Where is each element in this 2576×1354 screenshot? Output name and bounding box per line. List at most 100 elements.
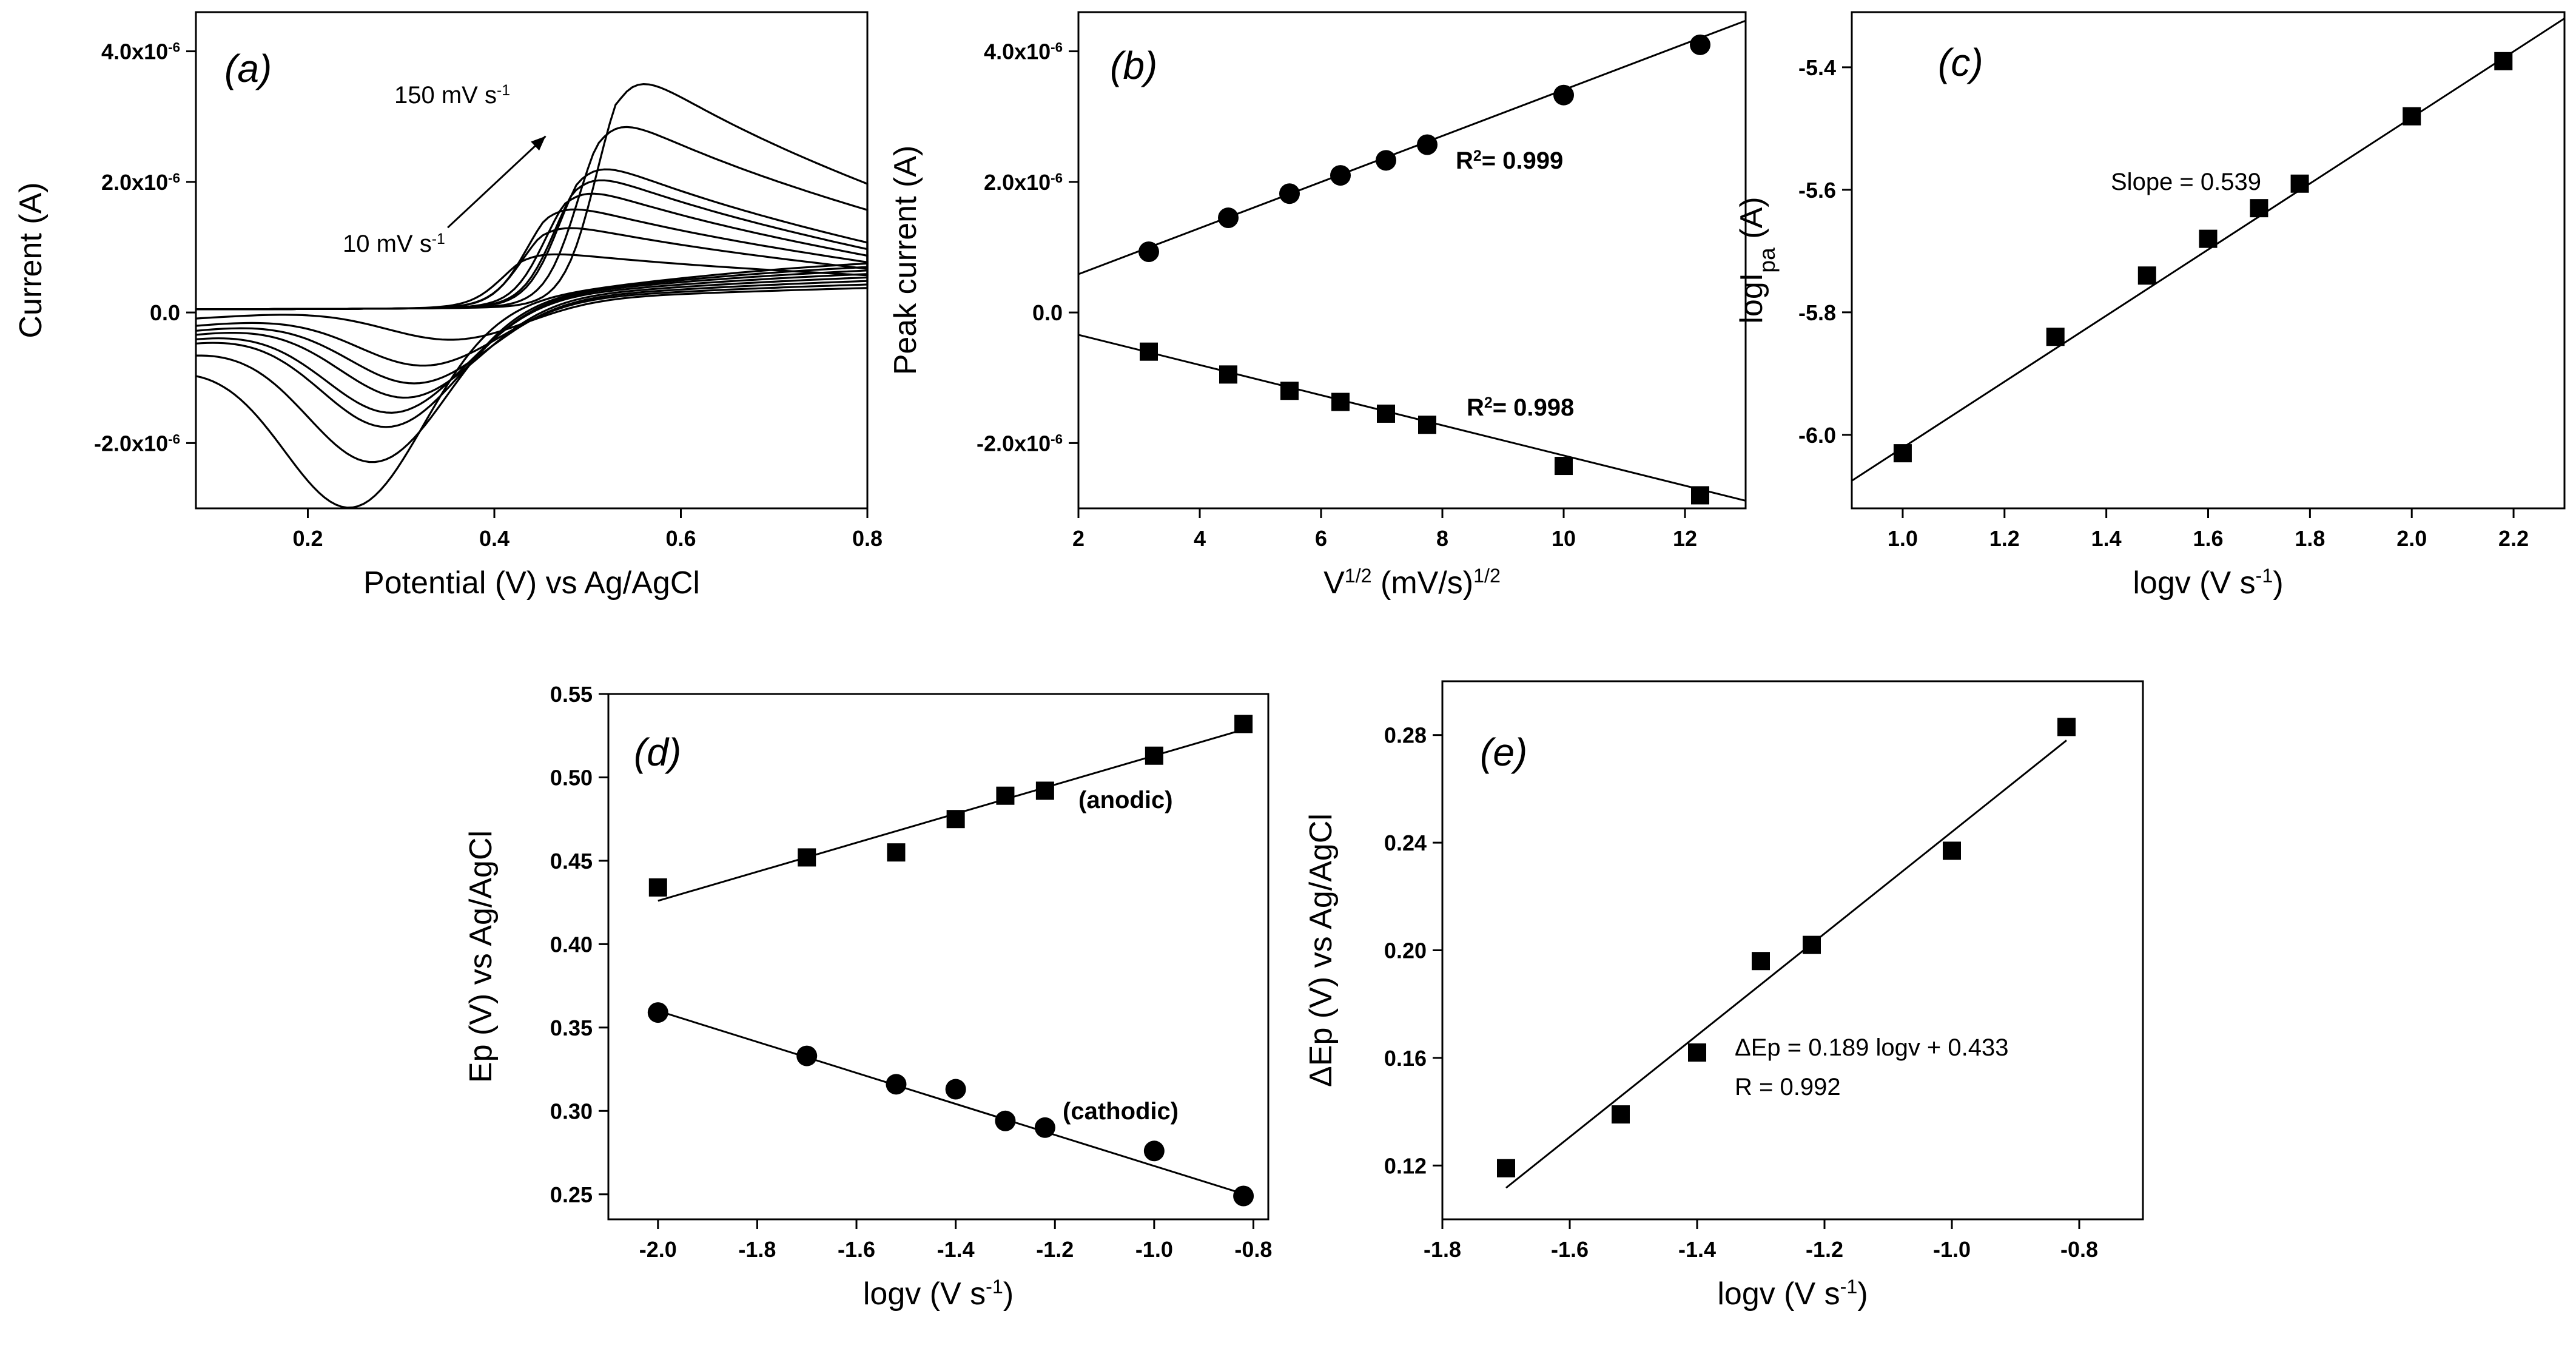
y-tick-label: -5.8 (1798, 300, 1836, 325)
fit-line (1078, 334, 1746, 502)
x-tick-label: 8 (1436, 526, 1448, 551)
data-point-square (1555, 457, 1573, 476)
r-squared-label-part: 2 (1484, 395, 1493, 411)
x-tick-label: -1.6 (1551, 1237, 1589, 1262)
fit-line (657, 1009, 1244, 1195)
data-point-square (2494, 52, 2513, 70)
x-tick-label: -1.8 (1424, 1237, 1461, 1262)
x-tick-label: -1.2 (1806, 1237, 1843, 1262)
data-point-square (1331, 392, 1350, 411)
x-axis-title-part: ) (1003, 1276, 1014, 1312)
y-tick-label: -2.0x10-6 (94, 431, 180, 456)
r-squared-label: R2= 0.999 (1456, 147, 1563, 174)
x-tick-label: 1.8 (2295, 526, 2325, 551)
panel-label: (a) (224, 47, 272, 90)
y-tick-label: 4.0x10-6 (984, 39, 1063, 64)
y-tick-label: 0.20 (1384, 938, 1427, 963)
y-tick-label-part: 4.0x10 (101, 39, 168, 64)
data-point-circle (1233, 1185, 1254, 1207)
data-point-circle (1553, 84, 1574, 106)
data-point-square (798, 848, 816, 867)
x-tick-label: -0.8 (2060, 1237, 2098, 1262)
x-tick-label: -2.0 (639, 1237, 677, 1262)
x-axis-title: Potential (V) vs Ag/AgCl (363, 565, 700, 601)
y-tick-label-part: -6 (168, 431, 180, 446)
y-axis-title: Ep (V) vs Ag/AgCl (463, 830, 499, 1083)
x-axis-title: logv (V s-1) (863, 1276, 1014, 1312)
panel-2: 1.0 1.2 1.4 1.6 1.8 2.0 2.2 -6.0 -5.8 -5.6 -5.4 Slo… (1734, 11, 2566, 601)
regression-r-value: R = 0.992 (1735, 1074, 1841, 1100)
regression-equation: ΔEp = 0.189 logv + 0.433 (1735, 1034, 2009, 1061)
data-point-square (1145, 746, 1163, 765)
fit-line (1505, 739, 2067, 1189)
x-axis-title-part: 1/2 (1473, 565, 1501, 587)
data-point-circle (1279, 183, 1300, 204)
data-point-square (1035, 781, 1054, 800)
y-tick-label-part: -6 (1051, 170, 1063, 185)
x-axis-title-part: logv (V s (863, 1276, 986, 1312)
y-axis-title-part: logI (1734, 273, 1769, 324)
x-tick-label: 0.4 (479, 526, 509, 551)
data-point-square (996, 786, 1015, 805)
y-tick-label: -2.0x10-6 (977, 431, 1063, 456)
scan-rate-high-label: 150 mV s-1 (394, 82, 510, 109)
x-tick-label: 6 (1315, 526, 1327, 551)
x-tick-label: -1.0 (1135, 1237, 1173, 1262)
panel-label: (d) (634, 730, 681, 774)
data-point-circle (1034, 1117, 1055, 1138)
data-point-square (887, 843, 906, 862)
plot-frame (195, 11, 869, 510)
y-tick-label: 0.0 (150, 300, 180, 325)
y-tick-label-part: 4.0x10 (984, 39, 1051, 64)
y-tick-label: 0.16 (1384, 1046, 1427, 1071)
x-tick-label: 12 (1673, 526, 1697, 551)
data-point-square (1893, 444, 1912, 463)
panel-label: (c) (1938, 41, 1983, 84)
data-point-square (1943, 841, 1961, 860)
x-axis-title-part: 1/2 (1345, 565, 1372, 587)
x-axis-title-part: -1 (1840, 1276, 1858, 1298)
y-tick-label: 0.35 (550, 1016, 593, 1040)
panel-0: 0.2 0.4 0.6 0.8-2.0x10-60.02.0x10-64.0x10-6… (13, 11, 883, 601)
x-axis-title-part: -1 (986, 1276, 1003, 1298)
x-tick-label: 0.6 (665, 526, 696, 551)
y-tick-label-part: -6 (168, 39, 180, 55)
plot-frame (1077, 11, 1747, 510)
y-tick-label: -5.6 (1798, 178, 1836, 203)
x-tick-label: 2.2 (2498, 526, 2529, 551)
data-point-square (2046, 328, 2065, 346)
y-tick-label: 2.0x10-6 (101, 170, 180, 195)
plot-frame (607, 693, 1270, 1221)
data-point-square (946, 810, 965, 829)
y-tick-label: 4.0x10-6 (101, 39, 180, 64)
y-tick-label: 0.24 (1384, 830, 1427, 855)
panel-label: (e) (1480, 730, 1527, 774)
data-point-square (1377, 404, 1395, 423)
data-point-square (648, 878, 667, 897)
data-point-square (1418, 416, 1436, 434)
y-tick-label-part: 2.0x10 (101, 170, 168, 195)
r-squared-label-part: = 0.998 (1493, 394, 1575, 421)
x-axis-title: V1/2 (mV/s)1/2 (1323, 565, 1501, 601)
data-point-square (1140, 342, 1158, 361)
data-point-circle (945, 1079, 966, 1100)
data-point-square (1688, 1043, 1706, 1062)
y-tick-label-part: -2.0x10 (94, 431, 168, 456)
y-tick-label: 0.45 (550, 849, 593, 874)
panel-3: -2.0 -1.8 -1.6 -1.4 -1.2 -1.0 -0.8 0.25 0.30 0.35… (463, 682, 1272, 1312)
fit-line (1078, 19, 1746, 275)
y-tick-label-part: -6 (168, 170, 180, 185)
data-point-circle (1690, 34, 1710, 55)
y-axis-title: Peak current (A) (888, 146, 923, 376)
x-tick-label: 0.2 (292, 526, 323, 551)
data-point-circle (886, 1074, 907, 1095)
x-tick-label: 2.0 (2396, 526, 2427, 551)
cv-curve (196, 126, 869, 463)
y-tick-label: 0.0 (1032, 300, 1063, 325)
y-tick-label: 0.12 (1384, 1153, 1427, 1178)
panel-4: -1.8 -1.6 -1.4 -1.2 -1.0 -0.8 0.12 0.16 0.20 0.24… (1303, 680, 2144, 1312)
y-tick-label-part: 0.0 (1032, 300, 1063, 325)
x-axis-title-part: logv (V s (2133, 565, 2255, 601)
data-point-square (1280, 382, 1299, 400)
y-tick-label-part: 0.0 (150, 300, 180, 325)
